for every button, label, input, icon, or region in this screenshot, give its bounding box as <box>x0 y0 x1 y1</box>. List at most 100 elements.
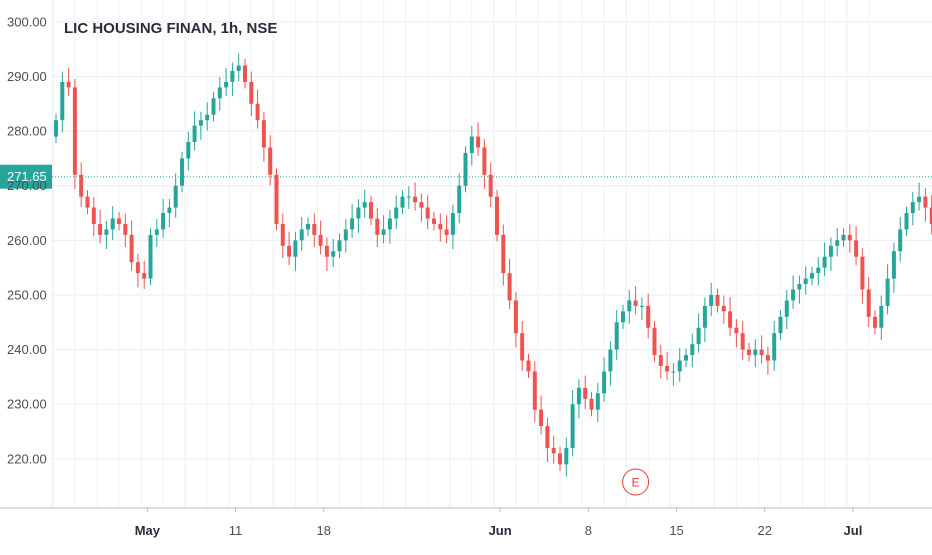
candle-body <box>54 120 58 137</box>
candle-body <box>621 311 625 323</box>
x-tick-label: Jul <box>844 523 863 538</box>
candle-body <box>803 278 808 285</box>
candle-body <box>558 453 562 465</box>
candle-body <box>249 81 254 104</box>
candle-body <box>690 344 695 356</box>
candle-body <box>66 81 71 88</box>
candle-body <box>810 273 814 279</box>
candle-body <box>104 229 109 235</box>
candle-body <box>350 218 355 230</box>
y-tick-label: 290.00 <box>7 69 47 84</box>
candle-body <box>879 305 884 328</box>
x-tick-label: 11 <box>229 523 243 538</box>
candle-body <box>734 327 739 334</box>
candle-body <box>98 223 103 235</box>
candle-body <box>425 207 430 219</box>
candles <box>54 53 932 477</box>
y-tick-label: 240.00 <box>7 342 47 357</box>
candle-body <box>79 174 84 197</box>
y-tick-label: 300.00 <box>7 14 47 29</box>
x-tick-label: 15 <box>669 523 683 538</box>
candle-body <box>375 218 380 235</box>
candle-body <box>765 355 770 361</box>
candle-body <box>539 409 544 427</box>
earnings-marker-label: E <box>632 476 640 490</box>
candle-body <box>299 229 304 241</box>
candle-body <box>60 81 65 121</box>
current-price-badge <box>0 164 52 189</box>
candle-body <box>551 447 556 454</box>
candle-body <box>387 218 392 230</box>
candle-body <box>904 213 909 230</box>
candle-body <box>488 174 493 197</box>
candle-body <box>702 305 707 328</box>
candle-body <box>740 333 745 350</box>
candle-body <box>186 142 191 159</box>
candle-body <box>224 81 229 88</box>
candle-body <box>293 240 298 257</box>
candle-body <box>545 426 550 448</box>
candle-body <box>614 322 619 350</box>
candle-body <box>898 229 903 252</box>
x-tick-label: 22 <box>758 523 772 538</box>
candle-body <box>532 371 537 410</box>
candle-body <box>381 229 386 235</box>
candle-body <box>658 355 663 366</box>
overlays: 271.65 E <box>0 164 932 496</box>
chart-title: LIC HOUSING FINAN, 1h, NSE <box>64 20 277 37</box>
candle-body <box>129 234 134 263</box>
candle-body <box>684 355 688 361</box>
candle-body <box>161 213 166 230</box>
candle-body <box>123 223 128 235</box>
candle-body <box>463 152 468 186</box>
candle-body <box>180 158 184 186</box>
candle-body <box>306 223 310 230</box>
candle-body <box>287 245 292 257</box>
candle-body <box>923 196 928 208</box>
candle-body <box>570 404 575 448</box>
x-tick-label: 8 <box>585 523 592 538</box>
candle-body <box>513 300 518 334</box>
candle-body <box>652 327 657 356</box>
candle-body <box>85 196 90 208</box>
candle-body <box>639 305 644 307</box>
candle-body <box>822 256 827 268</box>
candle-body <box>715 294 720 306</box>
candle-body <box>671 371 676 373</box>
candle-body <box>419 202 424 208</box>
y-tick-label: 270.00 <box>7 178 47 193</box>
candle-body <box>791 289 796 301</box>
candle-body <box>665 365 670 372</box>
candle-body <box>142 273 147 279</box>
y-tick-label: 280.00 <box>7 124 47 139</box>
candle-body <box>891 251 896 279</box>
axes: 300.00 290.00 280.00 270.00 260.00 250.00 240.… <box>0 14 932 538</box>
current-price-label: 271.65 <box>7 169 47 184</box>
candle-body <box>482 147 487 175</box>
candle-body <box>576 387 581 405</box>
candle-body <box>469 136 474 153</box>
candle-body <box>589 398 594 410</box>
candle-body <box>728 311 733 328</box>
candle-body <box>696 327 701 345</box>
candle-body <box>784 300 789 317</box>
candle-body <box>759 349 764 356</box>
candle-body <box>476 136 481 148</box>
candle-body <box>627 300 632 312</box>
candle-body <box>847 234 852 241</box>
candle-body <box>778 316 783 334</box>
candle-body <box>413 196 418 203</box>
candle-body <box>444 229 449 235</box>
candle-body <box>797 284 802 290</box>
candle-body <box>167 207 172 214</box>
candle-body <box>816 267 821 274</box>
y-tick-label: 260.00 <box>7 233 47 248</box>
candle-body <box>753 349 758 356</box>
candle-body <box>72 87 77 175</box>
candle-body <box>457 185 462 214</box>
x-tick-label: 18 <box>317 523 331 538</box>
candle-body <box>873 316 877 328</box>
candle-body <box>236 65 241 72</box>
